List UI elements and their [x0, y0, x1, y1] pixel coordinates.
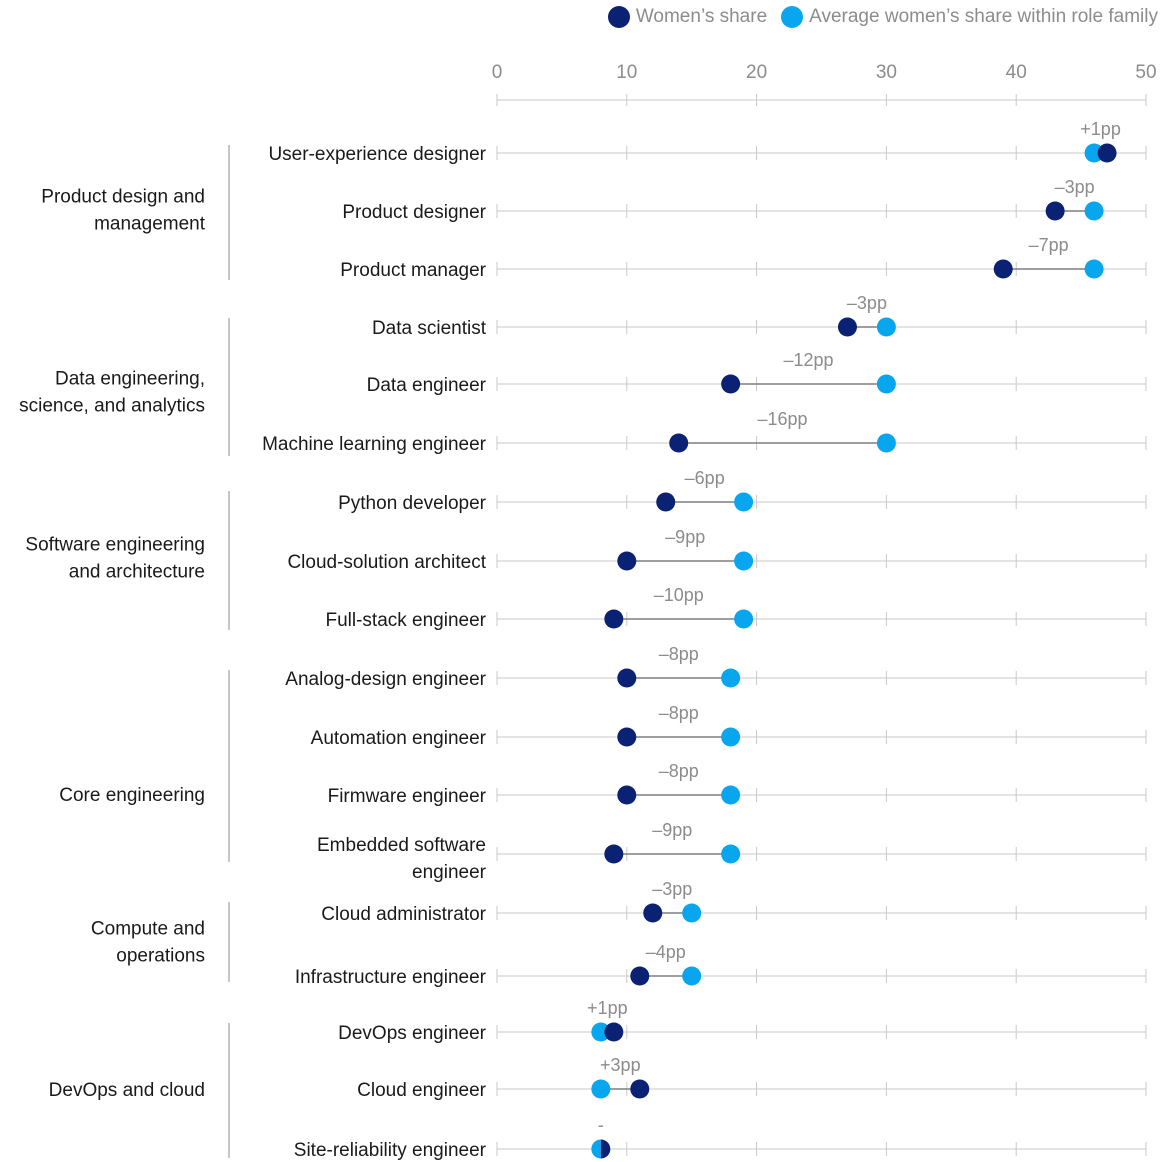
women-dot — [721, 374, 741, 394]
gap-label: –7pp — [1029, 235, 1069, 255]
family-label: Data engineering, — [55, 369, 205, 390]
role-label: engineer — [412, 862, 487, 883]
gap-label: –8pp — [659, 761, 699, 781]
role-label: Site-reliability engineer — [294, 1140, 487, 1161]
role-label: Product manager — [340, 260, 486, 281]
women-dot — [604, 844, 624, 864]
x-tick-label: 20 — [746, 62, 767, 83]
gap-label: +1pp — [1080, 119, 1121, 139]
family-label: management — [94, 214, 206, 235]
average-dot — [876, 433, 896, 453]
x-tick-label: 40 — [1006, 62, 1027, 83]
family-label: Software engineering — [25, 535, 205, 556]
women-dot — [993, 259, 1013, 279]
family-label: and architecture — [69, 562, 205, 583]
women-dot — [617, 727, 637, 747]
women-dot — [617, 551, 637, 571]
role-label: Analog-design engineer — [285, 669, 486, 690]
gap-label: –6pp — [685, 468, 725, 488]
legend-swatch-womens-share — [607, 6, 630, 28]
women-dot — [604, 1022, 624, 1042]
family-label: Core engineering — [59, 785, 205, 806]
women-dot — [669, 433, 689, 453]
family-label: Product design and — [41, 187, 205, 208]
family-label: operations — [116, 946, 205, 967]
role-label: Cloud engineer — [357, 1080, 487, 1101]
legend-swatch-family-average — [781, 6, 804, 28]
average-dot — [721, 668, 741, 688]
role-label: Infrastructure engineer — [295, 967, 487, 988]
women-dot — [630, 1079, 650, 1099]
average-dot — [876, 374, 896, 394]
role-label: Python developer — [338, 493, 487, 514]
role-label: Product designer — [342, 202, 486, 223]
women-dot — [643, 903, 663, 923]
x-tick-label: 30 — [876, 62, 897, 83]
legend-item-womens-share: Women’s share — [607, 6, 768, 28]
role-label: Firmware engineer — [328, 786, 487, 807]
legend-item-family-average: Average women’s share within role family — [781, 6, 1158, 28]
role-label: DevOps engineer — [338, 1023, 487, 1044]
average-dot — [721, 844, 741, 864]
average-dot — [734, 551, 754, 571]
gap-label: –8pp — [659, 644, 699, 664]
average-dot — [682, 903, 702, 923]
role-label: Data scientist — [372, 318, 487, 339]
role-label: Cloud administrator — [321, 904, 486, 925]
legend: Women’s share Average women’s share with… — [594, 6, 1158, 28]
role-label: Embedded software — [317, 835, 486, 856]
gap-label: –9pp — [665, 527, 705, 547]
average-dot — [682, 966, 702, 986]
women-dot — [1097, 143, 1117, 163]
women-dot — [630, 966, 650, 986]
average-dot — [721, 727, 741, 747]
family-label: science, and analytics — [19, 396, 205, 417]
average-dot — [721, 785, 741, 805]
family-label: Compute and — [91, 919, 205, 940]
women-dot — [600, 1139, 611, 1159]
legend-label-family-average: Average women’s share within role family — [809, 6, 1158, 27]
average-dot — [591, 1079, 611, 1099]
average-dot — [876, 317, 896, 337]
gap-label: –3pp — [1055, 177, 1095, 197]
role-label: User-experience designer — [268, 144, 486, 165]
gap-label: –9pp — [652, 820, 692, 840]
x-tick-label: 0 — [492, 62, 503, 83]
gap-label: –4pp — [646, 942, 686, 962]
x-tick-label: 50 — [1135, 62, 1156, 83]
average-dot — [734, 492, 754, 512]
role-label: Full-stack engineer — [325, 610, 486, 631]
family-label: DevOps and cloud — [49, 1080, 205, 1101]
average-dot — [591, 1139, 601, 1159]
x-tick-label: 10 — [616, 62, 637, 83]
average-dot — [1084, 143, 1104, 163]
women-dot — [617, 668, 637, 688]
gap-label: - — [598, 1115, 604, 1135]
average-dot — [734, 609, 754, 629]
role-label: Data engineer — [367, 375, 487, 396]
women-dot — [656, 492, 676, 512]
gap-label: –3pp — [652, 879, 692, 899]
women-dot — [617, 785, 637, 805]
women-dot — [604, 609, 624, 629]
gap-label: –10pp — [654, 585, 704, 605]
gap-label: –16pp — [758, 409, 808, 429]
gap-label: –12pp — [783, 350, 833, 370]
role-label: Machine learning engineer — [262, 434, 487, 455]
gap-label: –8pp — [659, 703, 699, 723]
average-dot — [1084, 201, 1104, 221]
gap-label: +3pp — [600, 1055, 641, 1075]
legend-label-womens-share: Women’s share — [635, 6, 768, 27]
average-dot — [591, 1022, 611, 1042]
gap-label: +1pp — [587, 998, 628, 1018]
average-dot — [1084, 259, 1104, 279]
role-label: Automation engineer — [311, 728, 487, 749]
role-label: Cloud-solution architect — [287, 552, 486, 573]
gap-label: –3pp — [847, 293, 887, 313]
women-dot — [1045, 201, 1065, 221]
women-dot — [837, 317, 857, 337]
